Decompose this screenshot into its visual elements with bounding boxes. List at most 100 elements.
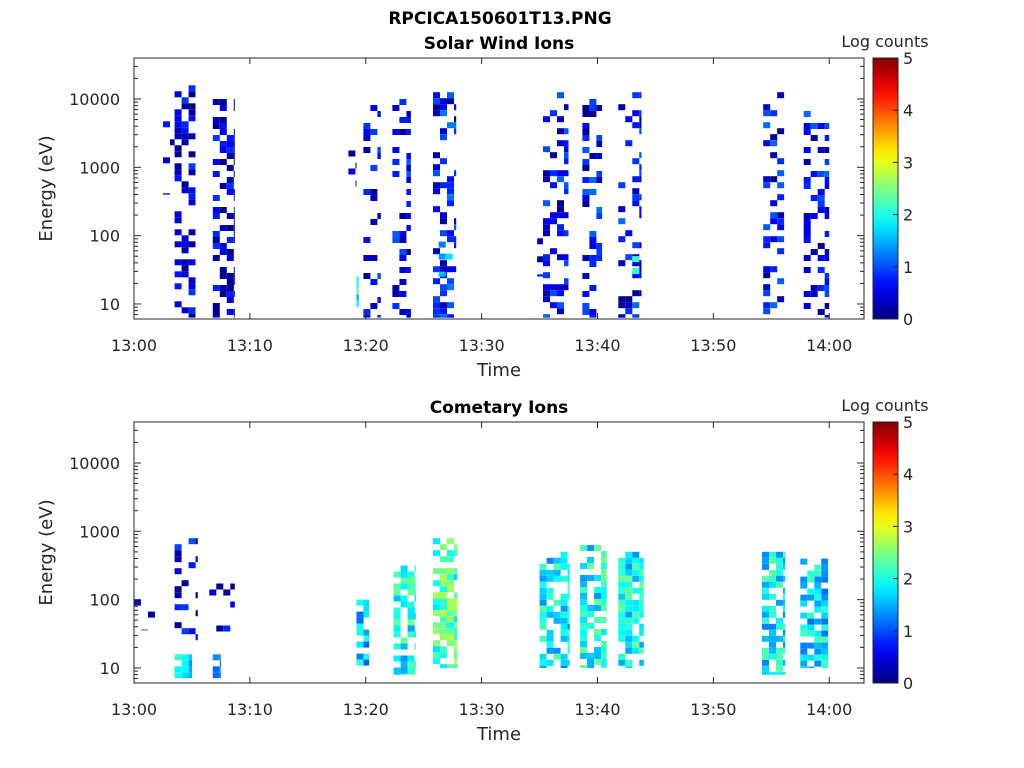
spectrogram-cell: [763, 308, 771, 315]
spectrogram-cell: [776, 569, 783, 576]
spectrogram-cell: [625, 635, 633, 642]
spectrogram-cell: [762, 581, 769, 588]
spectrogram-cell: [348, 168, 356, 175]
spectrogram-cell: [174, 550, 182, 557]
colorbar-tick-label: 4: [903, 101, 913, 120]
spectrogram-cell: [433, 604, 440, 611]
spectrogram-cell: [212, 309, 220, 315]
spectrogram-cell: [589, 105, 597, 111]
spectrogram-cell: [226, 177, 234, 183]
spectrogram-cell: [223, 625, 231, 632]
spectrogram-cell: [803, 147, 811, 153]
spectrogram-cell: [539, 569, 547, 576]
spectrogram-cell: [814, 618, 822, 625]
spectrogram-cell: [440, 556, 447, 563]
spectrogram-cell: [406, 171, 411, 177]
spectrogram-cell: [770, 200, 778, 207]
spectrogram-cell: [400, 673, 408, 675]
spectrogram-cell: [233, 273, 235, 279]
spectrogram-cell: [212, 237, 220, 243]
spectrogram-cell: [447, 568, 454, 575]
spectrogram-cell: [594, 545, 602, 551]
spectrogram-cell: [550, 110, 557, 117]
spectrogram-cell: [233, 105, 235, 111]
spectrogram-cell: [632, 569, 640, 576]
x-tick-label: 13:50: [690, 336, 736, 355]
spectrogram-cell: [440, 218, 447, 225]
spectrogram-cell: [582, 111, 590, 117]
spectrogram-cell: [212, 99, 220, 105]
spectrogram-cell: [399, 213, 407, 219]
spectrogram-cell: [174, 91, 182, 98]
spectrogram-cell: [800, 612, 808, 619]
spectrogram-cell: [560, 617, 568, 624]
spectrogram-cell: [188, 313, 196, 318]
spectrogram-cell: [181, 181, 189, 188]
spectrogram-cell: [219, 243, 227, 249]
spectrogram-cell: [776, 557, 783, 564]
spectrogram-cell: [807, 666, 815, 668]
spectrogram-cell: [580, 605, 588, 611]
spectrogram-cell: [399, 129, 407, 135]
spectrogram-cell: [777, 236, 785, 243]
spectrogram-cell: [824, 315, 830, 318]
spectrogram-cell: [433, 538, 440, 545]
spectrogram-cell: [601, 587, 607, 593]
spectrogram-cell: [406, 249, 411, 255]
spectrogram-cell: [762, 671, 769, 675]
spectrogram-cell: [777, 194, 785, 201]
spectrogram-cell: [226, 183, 234, 189]
spectrogram-cell: [219, 141, 227, 147]
spectrogram-cell: [400, 667, 408, 674]
spectrogram-cell: [587, 659, 595, 665]
spectrogram-cell: [174, 259, 182, 266]
spectrogram-cell: [174, 127, 182, 134]
spectrogram-cell: [539, 593, 547, 600]
spectrogram-cell: [543, 254, 550, 261]
spectrogram-cell: [188, 193, 196, 200]
spectrogram-cell: [587, 563, 595, 569]
spectrogram-cell: [400, 565, 408, 572]
spectrogram-cell: [618, 104, 626, 111]
spectrogram-cell: [400, 601, 408, 608]
spectrogram-cell: [803, 267, 811, 273]
y-tick-label: 10000: [69, 454, 120, 473]
spectrogram-cell: [454, 568, 458, 575]
spectrogram-cell: [776, 635, 783, 642]
spectrogram-cell: [639, 272, 642, 279]
spectrogram-cell: [377, 297, 381, 303]
spectrogram-cell: [407, 601, 415, 608]
spectrogram-cell: [438, 241, 446, 248]
spectrogram-cell: [557, 140, 564, 147]
spectrogram-cell: [174, 544, 182, 551]
spectrogram-cell: [543, 314, 550, 318]
spectrogram-cell: [632, 563, 640, 570]
spectrogram-cell: [355, 180, 357, 187]
spectrogram-cell: [407, 655, 415, 662]
spectrogram-cell: [589, 243, 597, 249]
spectrogram-cell: [539, 665, 547, 668]
spectrogram-cell: [601, 665, 607, 668]
spectrogram-cell: [454, 544, 458, 551]
spectrogram-cell: [557, 302, 564, 309]
spectrogram-cell: [447, 634, 454, 641]
spectrogram-cell: [580, 647, 588, 653]
spectrogram-cell: [553, 575, 561, 582]
spectrogram-cell: [580, 545, 588, 551]
spectrogram-cell: [233, 279, 235, 285]
spectrogram-cell: [776, 581, 783, 588]
spectrogram-cell: [777, 296, 785, 303]
spectrogram-cell: [356, 306, 359, 308]
spectrogram-cell: [226, 255, 234, 261]
spectrogram-cell: [763, 176, 771, 183]
spectrogram-cell: [618, 182, 626, 189]
spectrogram-cell: [447, 664, 454, 668]
x-tick-label: 13:40: [574, 700, 620, 719]
spectrogram-cell: [550, 248, 557, 255]
spectrogram-cell: [433, 104, 440, 111]
spectrogram-cell: [447, 194, 454, 201]
spectrogram-cell: [447, 122, 454, 129]
spectrogram-cell: [557, 200, 564, 207]
spectrogram-cell: [363, 129, 371, 135]
spectrogram-cell: [188, 283, 196, 290]
